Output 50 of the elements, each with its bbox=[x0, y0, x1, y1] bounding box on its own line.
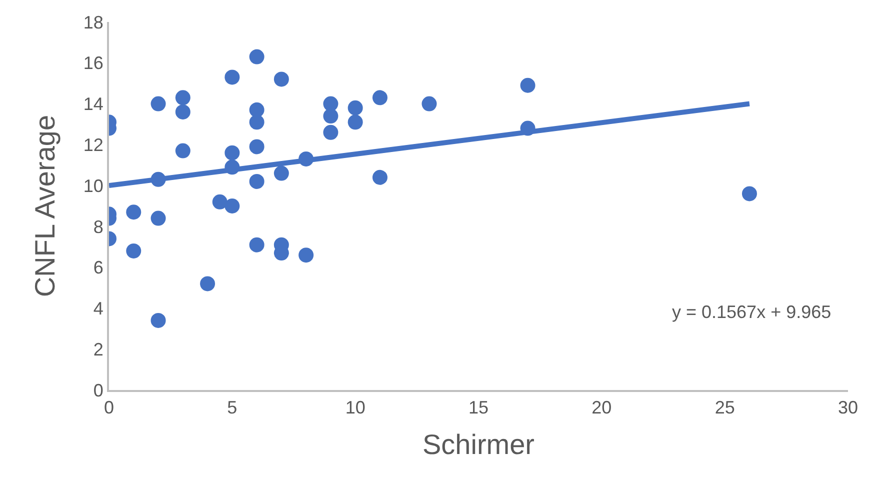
point bbox=[175, 104, 190, 120]
y-tick-label: 12 bbox=[83, 134, 104, 155]
y-tick-label: 4 bbox=[93, 298, 104, 319]
y-tick-label: 0 bbox=[93, 380, 104, 400]
point bbox=[274, 72, 289, 87]
point bbox=[742, 186, 757, 202]
x-tick-label: 25 bbox=[714, 398, 735, 418]
point bbox=[249, 139, 264, 154]
x-tick-label: 10 bbox=[345, 398, 366, 418]
point bbox=[372, 90, 388, 106]
x-tick-label: 20 bbox=[592, 398, 612, 418]
point bbox=[150, 312, 166, 328]
x-tick-label: 5 bbox=[227, 398, 238, 418]
point bbox=[126, 243, 142, 258]
point bbox=[249, 174, 264, 189]
y-tick-label: 2 bbox=[93, 339, 104, 360]
point bbox=[175, 90, 190, 106]
y-tick-label: 8 bbox=[93, 216, 104, 237]
point bbox=[298, 248, 314, 263]
point bbox=[249, 237, 264, 252]
point bbox=[150, 96, 166, 112]
point bbox=[224, 198, 240, 214]
y-axis-title: CNFL Average bbox=[30, 114, 61, 298]
point bbox=[126, 204, 142, 220]
point bbox=[224, 145, 240, 160]
point bbox=[323, 108, 338, 124]
point bbox=[372, 170, 388, 185]
point bbox=[249, 102, 264, 118]
point bbox=[249, 114, 264, 130]
x-axis-title: Schirmer bbox=[422, 429, 535, 460]
point bbox=[249, 49, 264, 64]
point bbox=[212, 194, 228, 210]
y-tick-label: 10 bbox=[83, 176, 104, 196]
point bbox=[520, 78, 536, 93]
point bbox=[348, 114, 363, 130]
y-tick-label: 14 bbox=[83, 94, 104, 114]
y-tick-label: 18 bbox=[83, 12, 104, 32]
point bbox=[175, 143, 190, 158]
y-tick-label: 16 bbox=[83, 53, 104, 74]
x-tick-label: 30 bbox=[838, 398, 858, 418]
y-tick-label: 6 bbox=[93, 258, 104, 278]
annotation: y = 0.1567x + 9.965 bbox=[672, 302, 832, 322]
point bbox=[274, 166, 289, 181]
point bbox=[150, 210, 166, 226]
x-tick-label: 15 bbox=[468, 398, 489, 418]
point bbox=[323, 124, 338, 140]
point bbox=[422, 96, 437, 112]
point bbox=[200, 276, 216, 292]
point bbox=[348, 100, 363, 116]
point bbox=[224, 70, 240, 85]
